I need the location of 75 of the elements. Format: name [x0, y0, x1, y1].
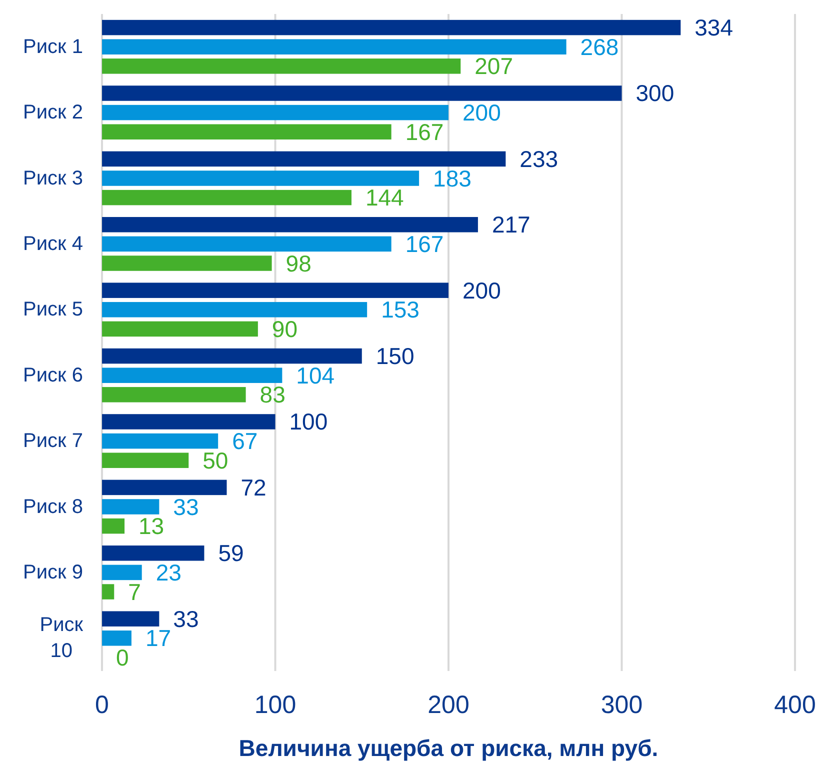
y-tick-label: Риск 7	[23, 430, 84, 452]
y-tick-label: Риск 1	[23, 36, 84, 58]
data-label: 150	[376, 343, 414, 370]
y-tick-label: Риск 2	[23, 102, 84, 124]
data-label: 334	[694, 14, 734, 41]
data-label: 207	[474, 53, 514, 80]
x-tick-label: 0	[95, 691, 109, 719]
bar	[102, 217, 478, 232]
bar	[102, 433, 218, 449]
y-tick-label: Риск 8	[23, 496, 84, 518]
x-tick-label: 200	[428, 691, 470, 719]
data-label: 67	[232, 428, 258, 454]
data-label: 72	[240, 474, 266, 500]
data-label: 33	[173, 606, 199, 632]
data-label: 153	[381, 296, 420, 323]
y-tick-label: Риск 6	[23, 364, 84, 386]
bar	[102, 124, 392, 140]
bar	[102, 452, 189, 468]
data-label: 98	[286, 250, 312, 276]
bar	[102, 546, 204, 561]
bar	[102, 302, 368, 318]
data-label: 217	[492, 212, 530, 238]
bar	[102, 170, 420, 186]
y-tick-label: Риск 10	[40, 614, 84, 662]
bar	[102, 190, 352, 206]
data-label: 90	[272, 316, 298, 342]
bar	[102, 630, 132, 646]
bar	[102, 584, 114, 600]
bar	[102, 564, 142, 580]
data-label: 104	[296, 362, 335, 388]
bar	[102, 282, 448, 298]
data-label: 200	[462, 277, 501, 304]
data-label: 100	[289, 408, 328, 435]
x-tick-label: 100	[254, 691, 296, 719]
data-label: 50	[202, 447, 228, 474]
bar	[102, 321, 258, 337]
data-label: 144	[365, 184, 404, 211]
data-label: 183	[433, 165, 472, 192]
y-tick-label: Риск 5	[23, 298, 84, 321]
data-label: 33	[173, 494, 199, 520]
y-tick-label: Риск 4	[23, 232, 84, 255]
y-tick-label: Риск 9	[23, 561, 84, 584]
bar	[102, 256, 272, 271]
data-label: 268	[580, 34, 619, 60]
bar	[102, 348, 362, 364]
data-label: 167	[405, 230, 444, 257]
x-tick-label: 400	[774, 691, 816, 719]
data-label: 13	[138, 513, 164, 540]
bar	[102, 368, 282, 383]
bar	[102, 480, 227, 496]
bar	[102, 499, 160, 514]
data-label: 23	[156, 559, 182, 586]
bar	[102, 611, 160, 626]
data-label: 200	[462, 100, 501, 126]
bar	[102, 151, 506, 167]
data-label: 167	[405, 118, 444, 145]
x-axis-title: Величина ущерба от риска, млн руб.	[238, 735, 658, 761]
bar	[102, 86, 622, 101]
bar	[102, 236, 392, 252]
x-tick-label: 300	[600, 691, 643, 719]
data-label: 7	[128, 578, 141, 605]
data-label: 83	[260, 382, 286, 408]
bar	[102, 104, 448, 120]
bar	[102, 39, 566, 54]
bar	[102, 518, 125, 534]
data-label: 59	[218, 540, 244, 566]
data-label: 0	[116, 644, 129, 670]
data-label: 300	[636, 80, 674, 106]
data-label: 233	[520, 146, 558, 172]
bar	[102, 20, 681, 36]
bar	[102, 414, 276, 430]
bar	[102, 387, 246, 402]
data-label: 17	[145, 625, 172, 652]
bar	[102, 58, 461, 74]
y-tick-label: Риск 3	[23, 167, 84, 190]
